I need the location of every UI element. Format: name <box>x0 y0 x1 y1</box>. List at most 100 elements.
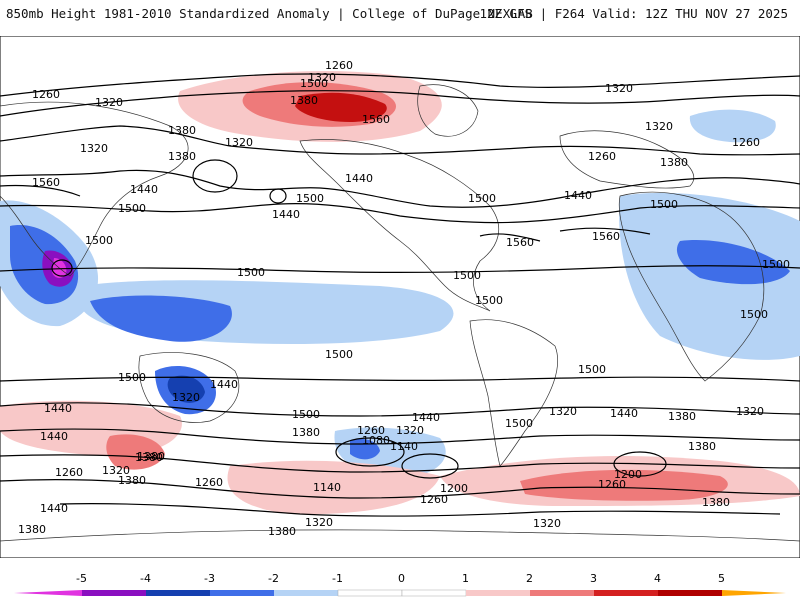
negative-anomaly-africa-core <box>676 240 790 285</box>
map-frame: 1260 1320 1380 1500 1560 1260 1320 1320 … <box>0 36 800 558</box>
contour-label: 1260 <box>588 150 616 163</box>
contour-1440-sh <box>0 402 800 417</box>
contour-1500-tropics <box>0 265 800 274</box>
low-south-atlantic <box>613 451 667 477</box>
colorbar-arrow-right <box>722 590 786 596</box>
contour-label: 1260 <box>598 478 626 491</box>
contour-1260-nh <box>0 73 800 97</box>
colorbar-tick-label: 5 <box>718 572 725 585</box>
contour-1380-nh <box>0 125 800 156</box>
contour-label: 1500 <box>650 198 678 211</box>
australia-outline <box>138 352 240 423</box>
contour-label: 1320 <box>736 405 764 418</box>
europe-outline <box>559 130 695 189</box>
contour-label: 1260 <box>32 88 60 101</box>
contour-label: 1500 <box>300 77 328 90</box>
anomaly-shading <box>0 71 800 515</box>
contour-label: 1380 <box>292 426 320 439</box>
contour-label: 1320 <box>80 142 108 155</box>
contour-1500-sh <box>0 376 800 382</box>
colorbar-tick-label: -3 <box>204 572 215 585</box>
contour-label: 1380 <box>668 410 696 423</box>
colorbar-segment-neg3 <box>146 590 210 596</box>
contour-1380-sh <box>0 428 800 445</box>
negative-anomaly-russia <box>689 109 776 143</box>
small-low <box>269 188 287 204</box>
contour-label: 1440 <box>40 430 68 443</box>
coastlines <box>0 84 800 542</box>
contour-label: 1440 <box>44 402 72 415</box>
contour-label: 1380 <box>688 440 716 453</box>
contour-label: 1380 <box>268 525 296 538</box>
contour-label: 1560 <box>362 113 390 126</box>
contour-label: 1380 <box>137 450 165 463</box>
contour-1500-nh <box>0 203 800 224</box>
colorbar-tick-label: -4 <box>140 572 151 585</box>
contour-label: 1560 <box>592 230 620 243</box>
contour-label: 1320 <box>549 405 577 418</box>
africa-outline <box>618 191 765 382</box>
contour-label: 1320 <box>225 136 253 149</box>
colorbar-segment-neg2 <box>210 590 274 596</box>
contour-label: 1080 <box>362 434 390 447</box>
colorbar-arrow-left <box>14 590 82 596</box>
contour-label: 1500 <box>292 408 320 421</box>
colorbar-segments <box>14 589 786 597</box>
contour-1260-sh <box>0 479 800 499</box>
contour-label: 1380 <box>18 523 46 536</box>
contour-label: 1500 <box>468 192 496 205</box>
contour-label: 1260 <box>55 466 83 479</box>
contour-label: 1260 <box>732 136 760 149</box>
contour-label: 1500 <box>237 266 265 279</box>
negative-anomaly-australia-core <box>167 375 205 403</box>
contour-label: 1500 <box>475 294 503 307</box>
asia-outline <box>0 101 189 277</box>
positive-anomaly-tasman <box>106 434 165 470</box>
low-south-pacific-2 <box>401 453 459 479</box>
aleutian-low <box>192 159 238 193</box>
contour-label: 1140 <box>313 481 341 494</box>
colorbar-segment-pos2 <box>530 590 594 596</box>
contour-label: 1560 <box>506 236 534 249</box>
contour-label: 1320 <box>305 516 333 529</box>
contour-label: 1380 <box>168 124 196 137</box>
contour-1320-nh <box>0 90 800 117</box>
positive-anomaly-antarctic <box>227 460 440 515</box>
contour-label: 1260 <box>420 493 448 506</box>
greenland-outline <box>417 84 479 137</box>
contour-label: 1320 <box>102 464 130 477</box>
positive-anomaly-southern-ocean-core <box>520 469 728 501</box>
colorbar-segment-neg4 <box>82 590 146 596</box>
contour-label: 1500 <box>578 363 606 376</box>
colorbar-tick-label: 3 <box>590 572 597 585</box>
contour-label: 1320 <box>172 391 200 404</box>
antarctica-outline <box>0 529 800 542</box>
contour-label: 1200 <box>440 482 468 495</box>
contour-label: 1440 <box>272 208 300 221</box>
contour-label: 1500 <box>740 308 768 321</box>
contour-1440-nh <box>0 169 800 208</box>
max-positive-arctic <box>295 92 387 122</box>
contour-label: 1500 <box>762 258 790 271</box>
model-run-info: 12Z GFS | F264 Valid: 12Z THU NOV 27 202… <box>479 6 788 21</box>
contour-label: 1440 <box>345 172 373 185</box>
typhoon-low <box>51 259 73 277</box>
contour-label: 1380 <box>290 94 318 107</box>
contour-label: 1560 <box>32 176 60 189</box>
contour-1320-sh <box>0 454 800 473</box>
contour-label: 1260 <box>357 424 385 437</box>
contour-label: 1440 <box>412 411 440 424</box>
contour-label: 1140 <box>390 440 418 453</box>
colorbar-segment-pos3 <box>594 590 658 596</box>
height-contours <box>0 73 800 517</box>
contour-labels: 1260 1320 1380 1500 1560 1260 1320 1320 … <box>18 59 790 538</box>
low-south-pacific <box>335 437 405 467</box>
contour-label: 1500 <box>505 417 533 430</box>
contour-label: 1440 <box>130 183 158 196</box>
colorbar-tick-label: 2 <box>526 572 533 585</box>
header: 850mb Height 1981-2010 Standardized Anom… <box>0 0 800 30</box>
colorbar-tick-label: -5 <box>76 572 87 585</box>
south-america-outline <box>469 319 558 467</box>
contour-label: 1500 <box>325 348 353 361</box>
colorbar-segment-neg1 <box>274 590 338 596</box>
